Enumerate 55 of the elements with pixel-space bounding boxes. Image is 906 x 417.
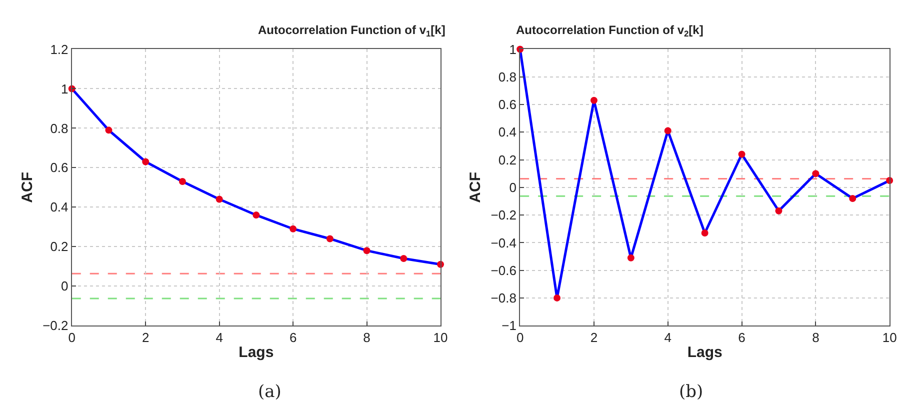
point: [627, 254, 634, 262]
y-tick-label: 1.2: [50, 42, 68, 57]
y-tick-label: −0.8: [490, 290, 516, 306]
x-tick-label: 4: [216, 330, 223, 346]
y-tick-label: 0: [61, 278, 68, 294]
point: [775, 207, 782, 214]
x-tick-label: 8: [812, 330, 820, 346]
y-tick-label: 0.6: [498, 97, 516, 112]
y-tick-label: −0.4: [490, 235, 516, 250]
point: [290, 225, 297, 232]
y-tick-label: 0.8: [498, 69, 516, 84]
point: [400, 254, 408, 262]
point: [363, 247, 370, 254]
y-tick-label: 0.8: [50, 120, 68, 136]
chart-title: Autocorrelation Function of v$_{2}$[k]: [516, 23, 704, 39]
point: [849, 194, 856, 202]
x-tick-label: 10: [882, 330, 897, 346]
x-tick-label: 2: [590, 330, 598, 346]
y-axis-title: ACF: [18, 172, 36, 203]
x-tick-label: 10: [433, 330, 448, 346]
x-tick-label: 6: [738, 330, 746, 346]
x-tick-label: 8: [363, 330, 370, 346]
y-tick-label: 1: [509, 42, 516, 57]
x-tick-label: 2: [142, 330, 150, 346]
y-tick-label: 0.4: [498, 124, 516, 140]
x-axis-title: Lags: [238, 344, 274, 362]
y-tick-label: 0.6: [50, 160, 68, 176]
chart-title: Autocorrelation Function of v$_{1}$[k]: [258, 23, 446, 39]
point: [701, 230, 708, 237]
x-axis-title: Lags: [687, 344, 722, 362]
y-tick-label: −0.2: [42, 318, 68, 334]
y-axis-title: ACF: [467, 172, 484, 203]
y-tick-label: −0.2: [490, 208, 516, 223]
point: [216, 196, 223, 203]
y-tick-label: 0.2: [50, 239, 68, 254]
text: (b): [679, 382, 704, 402]
point: [105, 126, 112, 134]
point: [142, 158, 150, 166]
point: [554, 294, 561, 302]
y-tick-label: −0.6: [490, 262, 516, 278]
text: (a): [258, 382, 282, 402]
point: [812, 170, 820, 178]
point: [178, 178, 186, 185]
point: [252, 212, 260, 219]
y-tick-label: 1: [61, 81, 68, 96]
y-tick-label: 0.4: [50, 200, 68, 215]
point: [590, 96, 598, 104]
y-tick-label: −1: [502, 318, 516, 334]
x-tick-label: 4: [664, 330, 672, 346]
y-tick-label: 0.2: [498, 152, 516, 168]
point: [326, 235, 334, 242]
y-tick-label: 0: [509, 180, 516, 195]
x-tick-label: 6: [289, 330, 297, 346]
point: [664, 127, 672, 134]
point: [738, 150, 746, 158]
